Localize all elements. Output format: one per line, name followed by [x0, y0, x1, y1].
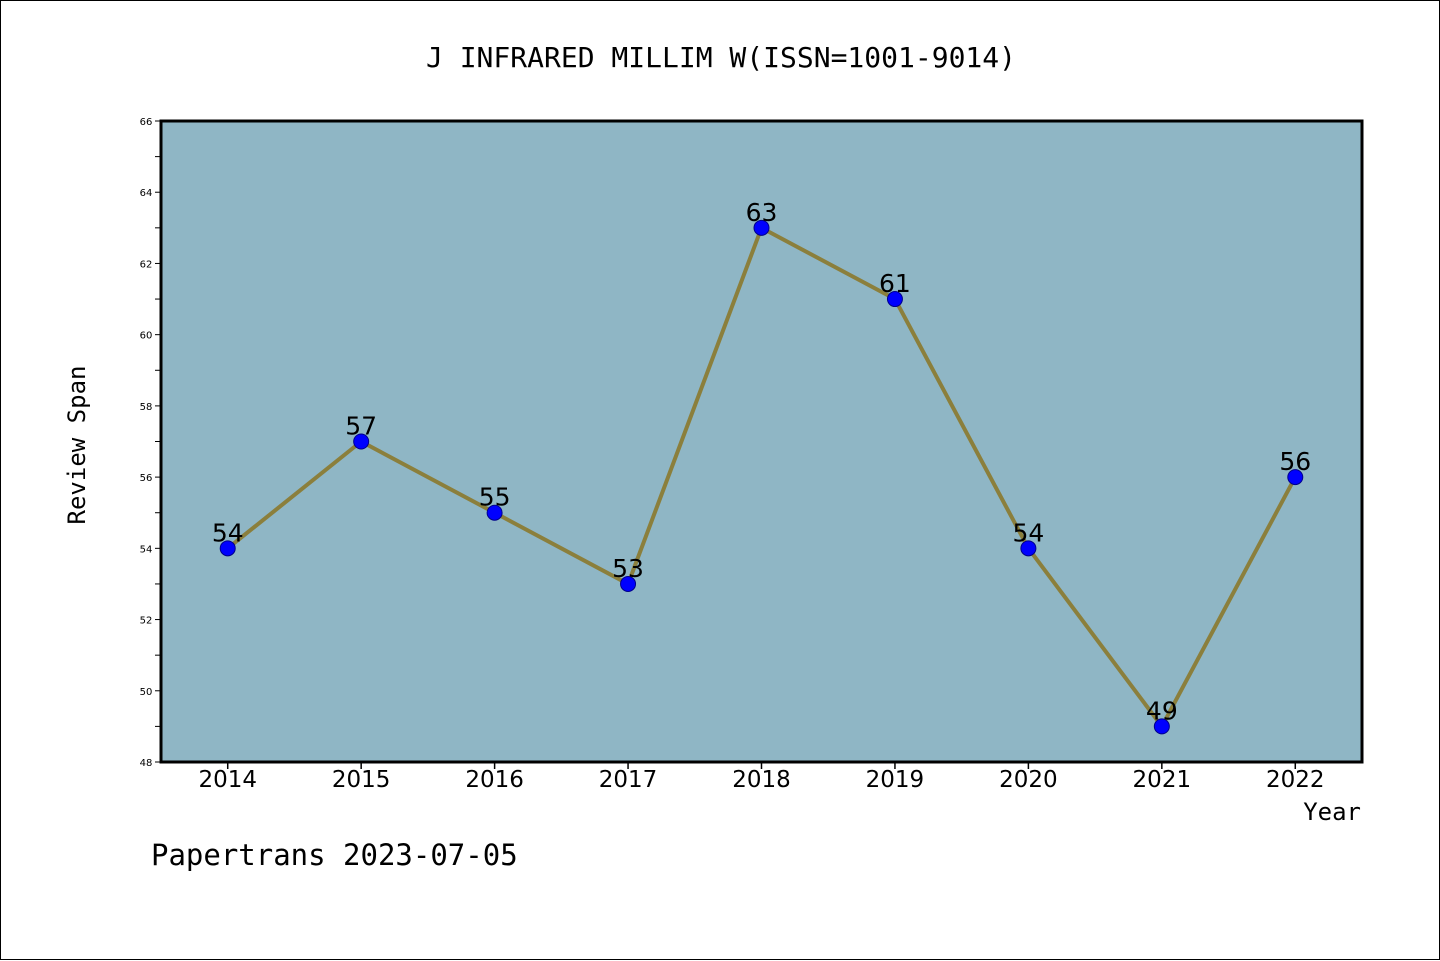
y-tick-label: 56	[140, 473, 153, 484]
data-point	[886, 291, 903, 308]
data-point	[219, 540, 236, 557]
x-tick-label: 2019	[866, 767, 925, 793]
data-label: 57	[345, 412, 377, 441]
y-tick-label: 54	[140, 544, 153, 555]
x-tick-label: 2016	[465, 767, 524, 793]
y-tick-label: 64	[140, 188, 153, 199]
y-tick-label: 62	[140, 259, 153, 270]
y-tick-label: 52	[140, 616, 153, 627]
y-tick-label: 58	[140, 402, 153, 413]
data-point	[1153, 718, 1170, 735]
data-point	[1020, 540, 1037, 557]
x-tick-label: 2014	[198, 767, 257, 793]
chart-title: J INFRARED MILLIM W(ISSN=1001-9014)	[426, 41, 1016, 74]
x-tick-label: 2021	[1133, 767, 1192, 793]
y-tick-label: 60	[140, 331, 153, 342]
x-tick-label: 2020	[999, 767, 1058, 793]
plot-border	[159, 119, 1364, 764]
y-tick-label: 50	[140, 687, 153, 698]
data-label: 49	[1146, 696, 1178, 725]
data-point	[753, 219, 770, 236]
data-label: 53	[612, 554, 644, 583]
x-axis: 2014 2015 2016 2017 2018 2019 2020 2021 2022	[198, 762, 1325, 793]
data-point	[620, 575, 637, 592]
data-label: 61	[879, 269, 911, 298]
data-point	[353, 433, 370, 450]
data-point	[1287, 469, 1304, 486]
data-label: 63	[746, 198, 778, 227]
y-tick-label: 66	[140, 117, 153, 128]
x-tick-label: 2018	[732, 767, 791, 793]
y-axis-label: Review Span	[63, 366, 91, 525]
x-axis-label: Year	[1303, 798, 1361, 826]
x-tick-label: 2017	[599, 767, 658, 793]
data-label: 54	[1012, 518, 1044, 547]
data-label: 56	[1279, 447, 1311, 476]
data-label: 54	[212, 518, 244, 547]
x-tick-label: 2015	[332, 767, 391, 793]
data-point	[486, 504, 503, 521]
y-axis: 48 50 52 54 56 58 60 62 64 66	[140, 117, 161, 769]
y-tick-label: 48	[140, 758, 153, 769]
footer-date-stamp: Papertrans 2023-07-05	[151, 838, 518, 872]
data-label: 55	[479, 483, 511, 512]
series-review-span: 54 57 55 53 63 61 54 49 56	[212, 198, 1311, 735]
x-tick-label: 2022	[1266, 767, 1325, 793]
